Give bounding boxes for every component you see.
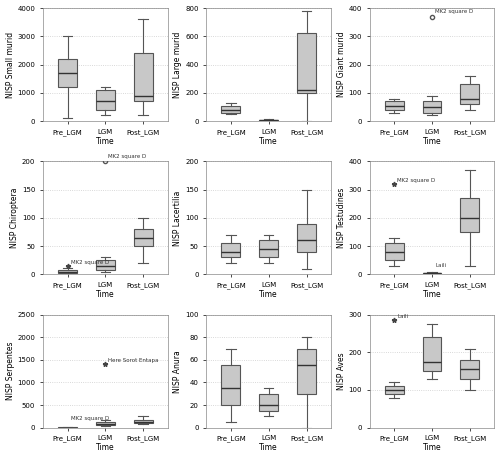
PathPatch shape [384, 243, 404, 260]
X-axis label: Time: Time [96, 443, 114, 453]
X-axis label: Time: Time [422, 443, 442, 453]
PathPatch shape [422, 101, 442, 113]
Text: MK2 square D: MK2 square D [70, 260, 109, 265]
Y-axis label: NISP Testudines: NISP Testudines [336, 188, 345, 248]
Text: Here Sorot Entapa: Here Sorot Entapa [108, 358, 159, 363]
PathPatch shape [460, 198, 479, 232]
PathPatch shape [58, 270, 77, 273]
PathPatch shape [297, 349, 316, 394]
PathPatch shape [384, 386, 404, 394]
Text: MK2 square D: MK2 square D [397, 178, 436, 183]
PathPatch shape [384, 101, 404, 110]
X-axis label: Time: Time [96, 137, 114, 146]
Text: Laili: Laili [435, 263, 446, 268]
PathPatch shape [260, 394, 278, 411]
Text: MK2 square D: MK2 square D [70, 416, 109, 421]
PathPatch shape [297, 224, 316, 252]
Y-axis label: NISP Small murid: NISP Small murid [6, 32, 15, 98]
X-axis label: Time: Time [260, 443, 278, 453]
PathPatch shape [260, 240, 278, 257]
Y-axis label: NISP Aves: NISP Aves [336, 352, 345, 390]
PathPatch shape [134, 229, 152, 246]
PathPatch shape [58, 59, 77, 87]
PathPatch shape [96, 90, 115, 110]
Y-axis label: NISP Giant murid: NISP Giant murid [336, 32, 345, 98]
PathPatch shape [222, 365, 240, 405]
PathPatch shape [460, 360, 479, 379]
PathPatch shape [96, 422, 115, 425]
Text: Laili: Laili [397, 314, 408, 319]
Y-axis label: NISP Large murid: NISP Large murid [174, 32, 182, 98]
X-axis label: Time: Time [422, 290, 442, 299]
Y-axis label: NISP Serpentes: NISP Serpentes [6, 342, 15, 400]
PathPatch shape [460, 84, 479, 104]
PathPatch shape [222, 243, 240, 257]
X-axis label: Time: Time [260, 137, 278, 146]
PathPatch shape [297, 33, 316, 93]
PathPatch shape [422, 273, 442, 274]
X-axis label: Time: Time [260, 290, 278, 299]
PathPatch shape [222, 106, 240, 113]
X-axis label: Time: Time [422, 137, 442, 146]
PathPatch shape [260, 120, 278, 121]
PathPatch shape [96, 260, 115, 270]
X-axis label: Time: Time [96, 290, 114, 299]
PathPatch shape [134, 53, 152, 101]
Y-axis label: NISP Chiroptera: NISP Chiroptera [10, 188, 19, 248]
Y-axis label: NISP Anura: NISP Anura [174, 350, 182, 393]
PathPatch shape [134, 420, 152, 423]
PathPatch shape [422, 337, 442, 371]
Y-axis label: NISP Lacertilia: NISP Lacertilia [174, 190, 182, 245]
Text: MK2 square D: MK2 square D [435, 9, 474, 14]
Text: MK2 square D: MK2 square D [108, 154, 146, 159]
